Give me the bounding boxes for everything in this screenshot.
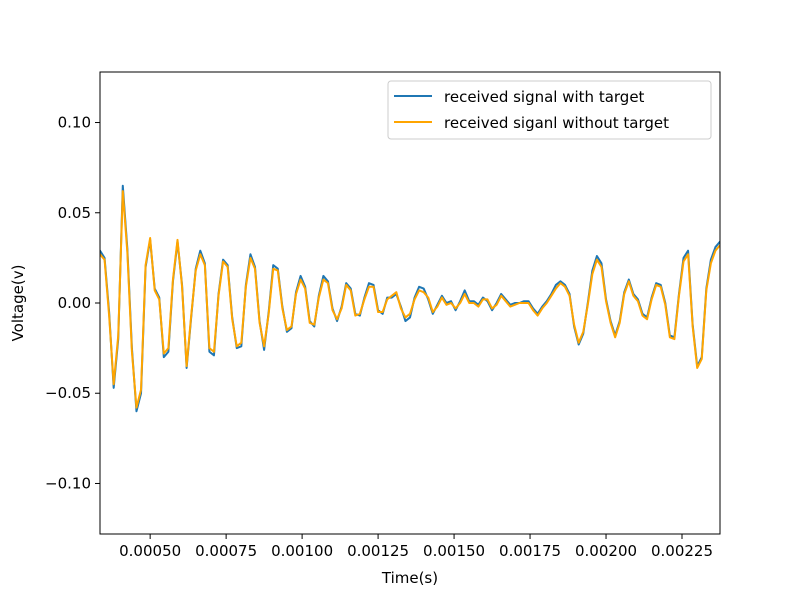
y-tick-label: −0.10	[45, 474, 91, 492]
x-tick-label: 0.00125	[347, 542, 409, 560]
legend-label-without-target: received siganl without target	[444, 114, 669, 132]
x-tick-label: 0.00225	[651, 542, 713, 560]
y-axis: 0.10 0.05 0.00 −0.05 −0.10	[45, 114, 100, 492]
y-tick-label: −0.05	[45, 384, 91, 402]
y-tick-label: 0.10	[58, 114, 91, 132]
x-tick-label: 0.00200	[575, 542, 637, 560]
series-layer	[100, 184, 720, 413]
x-axis-label: Time(s)	[381, 569, 438, 587]
legend: received signal with target received sig…	[387, 80, 712, 140]
y-tick-label: 0.00	[58, 294, 91, 312]
y-tick-label: 0.05	[58, 204, 91, 222]
x-tick-label: 0.00175	[499, 542, 561, 560]
x-axis: 0.00050 0.00075 0.00100 0.00125 0.00150 0.001…	[119, 534, 713, 560]
x-tick-label: 0.00150	[423, 542, 485, 560]
legend-label-with-target: received signal with target	[444, 88, 645, 106]
series-line-1	[100, 190, 720, 409]
x-tick-label: 0.00075	[195, 542, 257, 560]
x-tick-label: 0.00050	[119, 542, 181, 560]
y-axis-label: Voltage(v)	[9, 265, 27, 342]
legend-box	[387, 80, 712, 140]
x-tick-label: 0.00100	[271, 542, 333, 560]
